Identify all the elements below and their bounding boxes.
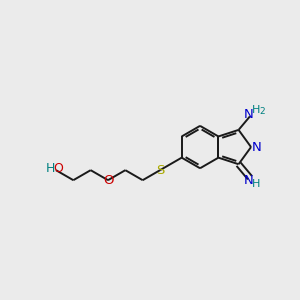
Text: H: H <box>46 162 56 175</box>
Text: O: O <box>53 162 63 175</box>
Text: O: O <box>103 174 113 187</box>
Text: 2: 2 <box>259 107 265 116</box>
Text: H: H <box>252 179 261 189</box>
Text: S: S <box>156 164 164 177</box>
Text: H: H <box>252 105 261 115</box>
Text: N: N <box>244 174 253 187</box>
Text: N: N <box>251 141 261 154</box>
Text: N: N <box>244 107 253 121</box>
